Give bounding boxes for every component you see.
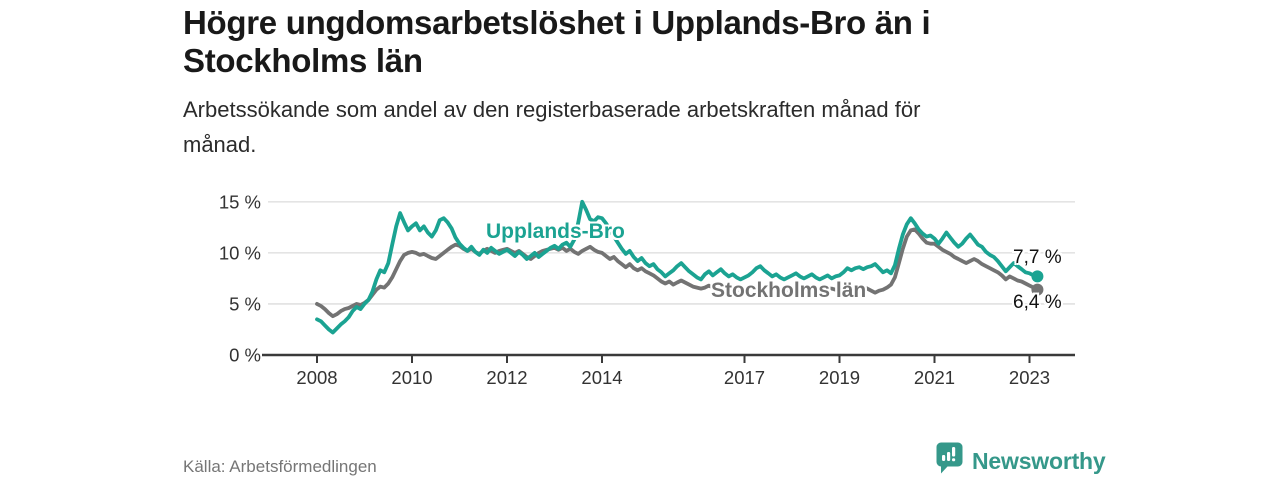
x-tick-label: 2021 [914, 367, 955, 388]
x-tick-label: 2014 [581, 367, 622, 388]
source-note: Källa: Arbetsförmedlingen [183, 457, 377, 476]
x-tick-label: 2008 [296, 367, 337, 388]
exclamation-bar [952, 447, 956, 457]
newsworthy-logo: Newsworthy [936, 442, 1106, 480]
x-tick-label: 2012 [486, 367, 527, 388]
bar-chart-speech-bubble-icon [936, 442, 963, 480]
chart-subtitle: Arbetssökande som andel av den registerb… [183, 97, 921, 157]
x-tick-label: 2023 [1009, 367, 1050, 388]
exclamation-dot [952, 458, 956, 462]
x-tick-label: 2019 [819, 367, 860, 388]
bar-small [942, 455, 946, 461]
x-tick-label: 2017 [724, 367, 765, 388]
end-dot-stockholms-lan [1031, 283, 1044, 296]
end-dot-upplands-bro [1031, 270, 1044, 283]
end-value-upplands-bro: 7,7 % [1013, 247, 1062, 268]
y-tick-label: 5 % [229, 293, 261, 314]
end-value-stockholms-lan: 6,4 % [1013, 292, 1062, 313]
series-line-upplands-bro [315, 199, 1040, 335]
bar-medium [947, 452, 951, 461]
page-title: Högre ungdomsarbetslöshet i Upplands-Bro… [183, 4, 931, 79]
series-label-stockholms-lan: Stockholms län [711, 279, 867, 302]
y-tick-label: 0 % [229, 345, 261, 366]
y-tick-label: 15 % [219, 191, 261, 212]
x-tick-label: 2010 [391, 367, 432, 388]
y-tick-label: 10 % [219, 242, 261, 263]
brand-name: Newsworthy [972, 447, 1106, 474]
series-line-stockholms-lan [315, 227, 1040, 319]
series-label-upplands-bro: Upplands-Bro [486, 220, 625, 243]
